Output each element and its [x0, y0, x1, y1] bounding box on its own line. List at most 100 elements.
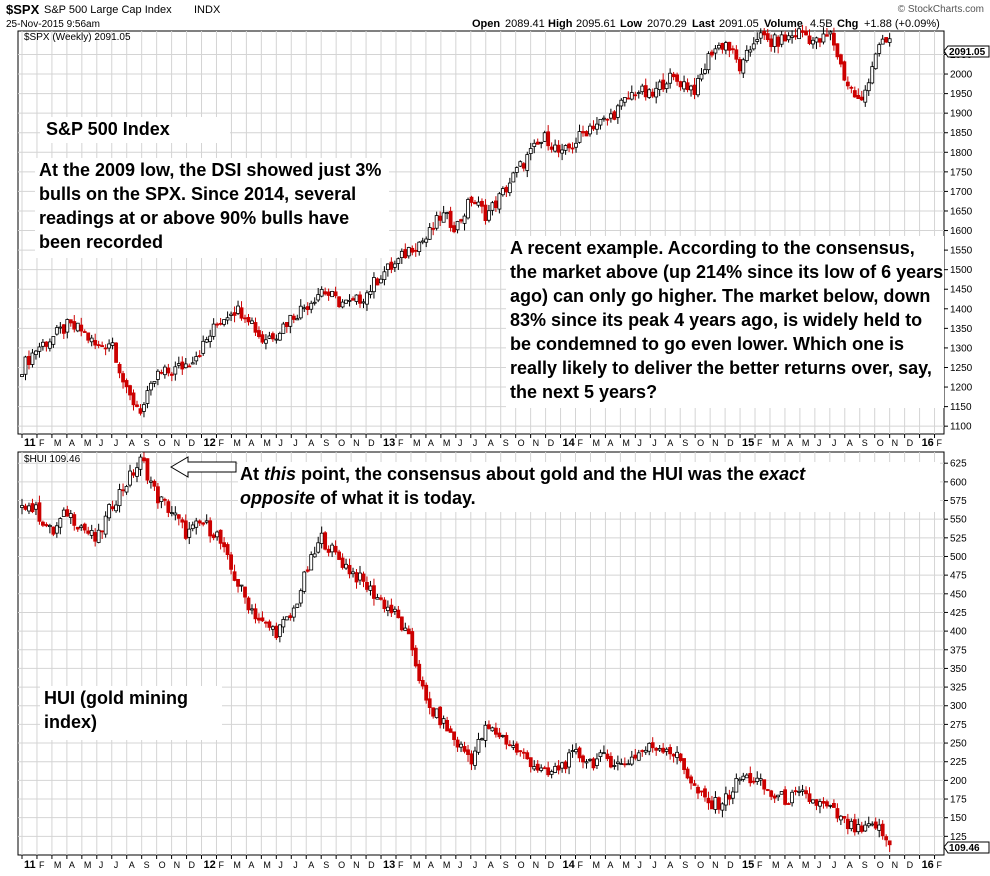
hui-weekly-bar — [877, 818, 882, 838]
ohlc-high-value: 2095.61 — [576, 18, 616, 30]
spx-x-tick-label: A — [488, 438, 494, 448]
hui-bar-body — [786, 803, 791, 805]
hui-bar-body — [399, 616, 404, 631]
hui-bar-body — [487, 724, 491, 729]
hui-weekly-bar — [319, 526, 324, 549]
spx-bar-body — [389, 261, 394, 270]
hui-weekly-bar — [403, 622, 408, 631]
hui-bar-body — [225, 544, 230, 556]
spx-weekly-bar — [61, 324, 66, 340]
hui-bar-body — [218, 529, 223, 544]
spx-weekly-bar — [243, 314, 247, 323]
hui-weekly-bar — [490, 726, 495, 732]
hui-weekly-bar — [723, 786, 728, 811]
spx-bar-body — [131, 392, 136, 406]
hui-bar-body — [671, 753, 676, 757]
hui-bar-body — [368, 585, 373, 591]
hui-bar-body — [427, 698, 432, 708]
header-brand[interactable]: © StockCharts.com — [898, 4, 984, 15]
hui-bar-body — [455, 739, 460, 748]
spx-weekly-bar — [298, 299, 303, 320]
hui-bar-body — [466, 749, 470, 755]
hui-bar-body — [734, 777, 739, 793]
hui-weekly-bar — [295, 603, 300, 609]
spx-bar-body — [93, 340, 98, 346]
hui-weekly-bar — [291, 605, 296, 622]
hui-bar-body — [723, 793, 728, 806]
hui-weekly-bar — [535, 760, 540, 773]
spx-bar-body — [194, 356, 199, 362]
spx-weekly-bar — [368, 284, 373, 299]
spx-weekly-bar — [330, 290, 335, 298]
spx-weekly-bar — [365, 290, 369, 311]
spx-x-tick-label: M — [54, 438, 62, 448]
spx-y-tick-label: 1350 — [950, 324, 973, 335]
spx-bar-body — [483, 204, 488, 221]
hui-weekly-bar — [776, 794, 781, 801]
spx-weekly-bar — [427, 223, 432, 240]
hui-weekly-bar — [542, 765, 547, 770]
spx-bar-body — [661, 79, 666, 90]
hui-weekly-bar — [30, 498, 35, 514]
spx-weekly-bar — [807, 29, 812, 46]
spx-bar-body — [382, 271, 387, 281]
spx-x-tick-label: D — [548, 438, 555, 448]
hui-y-tick-label: 350 — [950, 664, 967, 675]
hui-bar-body — [337, 551, 341, 560]
hui-weekly-bar — [267, 619, 272, 631]
hui-weekly-bar — [619, 758, 624, 765]
hui-bar-body — [264, 621, 268, 624]
spx-weekly-bar — [431, 222, 436, 236]
hui-bar-body — [330, 544, 335, 553]
spx-bar-body — [260, 334, 265, 343]
spx-weekly-bar — [459, 218, 463, 224]
spx-weekly-bar — [835, 43, 840, 60]
hui-bar-body — [361, 573, 366, 582]
hui-weekly-bar — [239, 584, 244, 592]
spx-bar-body — [162, 366, 167, 376]
spx-weekly-bar — [406, 246, 411, 259]
spx-bar-body — [650, 91, 655, 97]
spx-bar-body — [37, 346, 42, 352]
hui-weekly-bar — [675, 746, 679, 765]
spx-weekly-bar — [236, 300, 240, 316]
hui-weekly-bar — [201, 521, 206, 527]
hui-weekly-bar — [473, 746, 477, 770]
spx-bar-body — [229, 313, 233, 316]
hui-weekly-bar — [608, 752, 613, 769]
spx-weekly-bar — [643, 78, 648, 101]
spx-bar-body — [20, 374, 24, 377]
spx-x-tick-label: D — [727, 438, 734, 448]
hui-weekly-bar — [180, 517, 185, 529]
spx-bar-body — [243, 317, 247, 320]
spx-weekly-bar — [448, 206, 453, 232]
spx-weekly-bar — [783, 31, 788, 42]
hui-bar-body — [852, 819, 857, 833]
hui-weekly-bar — [149, 476, 153, 489]
hui-bar-body — [169, 512, 174, 514]
hui-bar-body — [615, 761, 620, 764]
hui-weekly-bar — [626, 759, 631, 766]
spx-bar-body — [44, 341, 49, 347]
spx-bar-body — [535, 141, 540, 145]
spx-x-axis: 11 F M A M J J A S O N D 12 F M A M J J A S O N D 13 F M A M J J A S O N D 1… — [21, 434, 943, 449]
spx-bar-body — [511, 172, 516, 183]
hui-bar-body — [420, 679, 425, 687]
spx-bar-body — [880, 38, 885, 45]
hui-weekly-bar — [661, 743, 666, 754]
hui-weekly-bar — [678, 752, 683, 763]
hui-x-tick-label: F — [757, 860, 763, 870]
hui-bar-body — [772, 795, 777, 799]
spx-weekly-bar — [730, 45, 735, 54]
spx-weekly-bar — [93, 333, 98, 350]
spx-weekly-bar — [117, 362, 122, 379]
hui-y-tick-label: 175 — [950, 795, 967, 806]
hui-weekly-bar — [330, 542, 335, 558]
hui-x-tick-label: D — [368, 860, 375, 870]
hui-bar-body — [344, 563, 348, 569]
spx-weekly-bar — [194, 351, 199, 365]
spx-weekly-bar — [744, 45, 749, 63]
spx-weekly-bar — [274, 334, 279, 344]
spx-bar-body — [452, 225, 456, 233]
hui-weekly-bar — [316, 536, 321, 554]
